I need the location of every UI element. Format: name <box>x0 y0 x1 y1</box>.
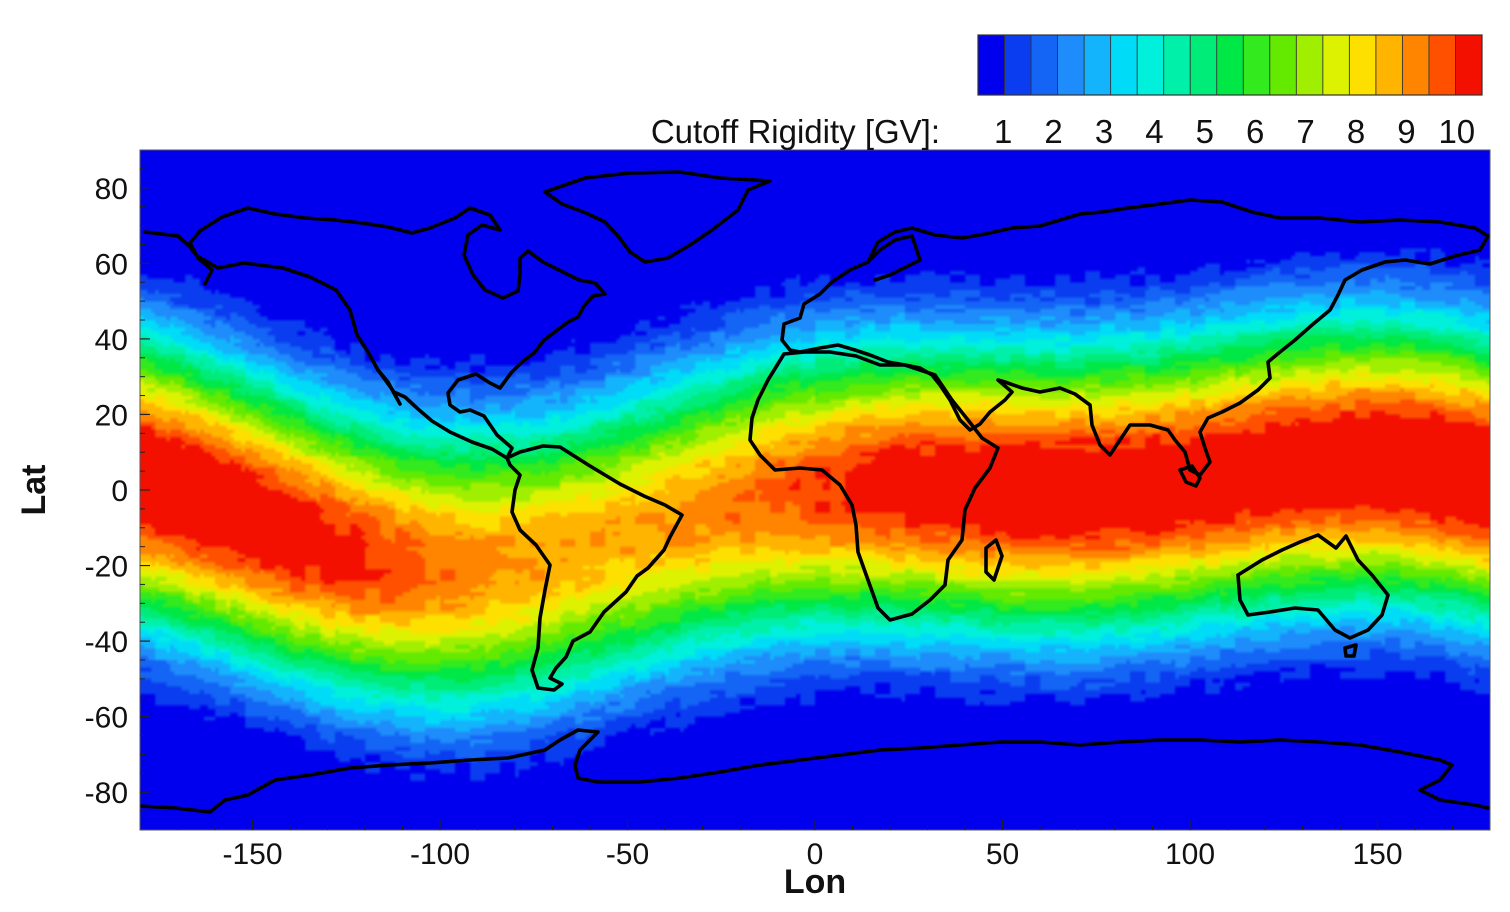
coastline-tasmania <box>1343 643 1358 658</box>
colorbar-swatch <box>1455 35 1483 95</box>
coastline-baja-california <box>376 368 402 406</box>
map-plot-area <box>140 150 1490 830</box>
coastline-greenland <box>543 170 772 264</box>
colorbar-swatch <box>1322 35 1350 95</box>
rigidity-heatmap <box>140 150 1490 830</box>
x-tick-label: 0 <box>807 838 824 871</box>
coastline-madagascar <box>984 538 1004 582</box>
colorbar-swatch <box>1031 35 1058 95</box>
colorbar-tick-label: 6 <box>1246 113 1264 150</box>
y-tick-label: 20 <box>95 399 128 432</box>
y-tick-label: -60 <box>85 702 128 735</box>
colorbar: Cutoff Rigidity [GV]: 1 2 3 4 5 6 7 8 9 10 <box>651 34 1483 150</box>
y-tick-label: 60 <box>95 248 128 281</box>
colorbar-frame <box>977 34 1483 96</box>
colorbar-tick-label: 8 <box>1347 113 1365 150</box>
colorbar-tick-label: 10 <box>1438 113 1475 150</box>
y-axis-title: Lat <box>15 465 53 516</box>
colorbar-swatch <box>1269 35 1297 95</box>
colorbar-tick-label: 7 <box>1296 113 1314 150</box>
coastline-africa <box>748 350 1000 622</box>
coastline-south-america <box>505 444 684 692</box>
colorbar-tick-label: 1 <box>994 113 1012 150</box>
colorbar-tick-label: 4 <box>1145 113 1163 150</box>
x-tick-label: 150 <box>1352 838 1402 871</box>
x-axis-title: Lon <box>784 863 846 901</box>
coastline-southeast-asia <box>1178 464 1202 488</box>
y-tick-label: 80 <box>95 173 128 206</box>
colorbar-tick-label: 9 <box>1397 113 1415 150</box>
coastline-eurasia <box>780 198 1490 477</box>
colorbar-tick-labels: 1 2 3 4 5 6 7 8 9 10 <box>994 113 1475 150</box>
y-tick-label: 40 <box>95 324 128 357</box>
colorbar-swatch <box>1110 35 1138 95</box>
colorbar-swatch <box>1137 35 1164 95</box>
colorbar-swatch <box>1402 35 1430 95</box>
coastline-antarctica <box>140 728 1490 814</box>
colorbar-swatch <box>1190 35 1218 95</box>
colorbar-swatch <box>1004 35 1032 95</box>
colorbar-tick-label: 3 <box>1095 113 1113 150</box>
colorbar-swatch <box>1057 35 1085 95</box>
x-tick-label: 100 <box>1165 838 1215 871</box>
colorbar-swatch <box>1243 35 1271 95</box>
x-tick-label: -150 <box>222 838 282 871</box>
colorbar-swatch <box>1296 35 1324 95</box>
coastline-australia <box>1236 533 1390 640</box>
colorbar-label: Cutoff Rigidity [GV]: <box>651 113 940 150</box>
x-tick-label: -50 <box>606 838 649 871</box>
y-axis-ticks: 80 60 40 20 0 -20 -40 -60 -80 <box>85 168 150 812</box>
y-tick-label: -80 <box>85 777 128 810</box>
colorbar-swatch <box>1084 35 1111 95</box>
coastlines <box>140 170 1490 814</box>
x-axis-ticks: -150 -100 -50 0 50 100 150 <box>177 820 1453 871</box>
x-tick-label: 50 <box>986 838 1019 871</box>
colorbar-tick-label: 5 <box>1196 113 1214 150</box>
colorbar-tick-label: 2 <box>1044 113 1062 150</box>
y-tick-label: 0 <box>111 475 128 508</box>
colorbar-swatch <box>1216 35 1244 95</box>
colorbar-swatch <box>1349 35 1377 95</box>
x-tick-label: -100 <box>410 838 470 871</box>
y-tick-label: -40 <box>85 626 128 659</box>
colorbar-swatches <box>978 35 1483 95</box>
colorbar-swatch <box>1163 35 1191 95</box>
colorbar-swatch <box>1375 35 1403 95</box>
colorbar-swatch <box>978 35 1005 95</box>
y-tick-label: -20 <box>85 551 128 584</box>
coastline-scandinavia <box>866 234 922 282</box>
colorbar-swatch <box>1428 35 1456 95</box>
